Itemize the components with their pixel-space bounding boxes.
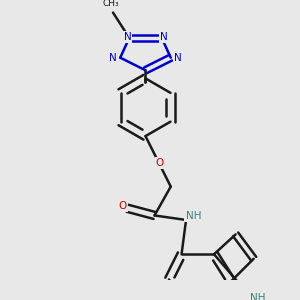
Text: N: N [109, 53, 117, 63]
Text: O: O [119, 201, 127, 212]
Text: CH₃: CH₃ [103, 0, 119, 8]
Text: NH: NH [250, 292, 265, 300]
Text: N: N [174, 53, 182, 63]
Text: O: O [156, 158, 164, 168]
Text: N: N [124, 32, 131, 42]
Text: N: N [160, 32, 167, 42]
Text: NH: NH [185, 212, 201, 221]
